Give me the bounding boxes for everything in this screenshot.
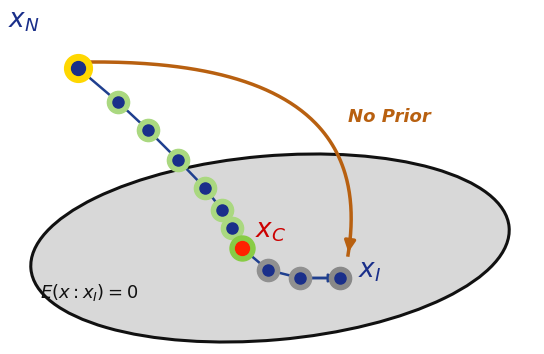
Text: No Prior: No Prior (348, 108, 431, 126)
Text: $x_C$: $x_C$ (255, 218, 286, 244)
Text: $x_I$: $x_I$ (358, 258, 381, 284)
Ellipse shape (31, 154, 509, 342)
Text: $E(x:x_I) = 0$: $E(x:x_I) = 0$ (40, 282, 138, 303)
Text: $x_N$: $x_N$ (8, 8, 40, 34)
